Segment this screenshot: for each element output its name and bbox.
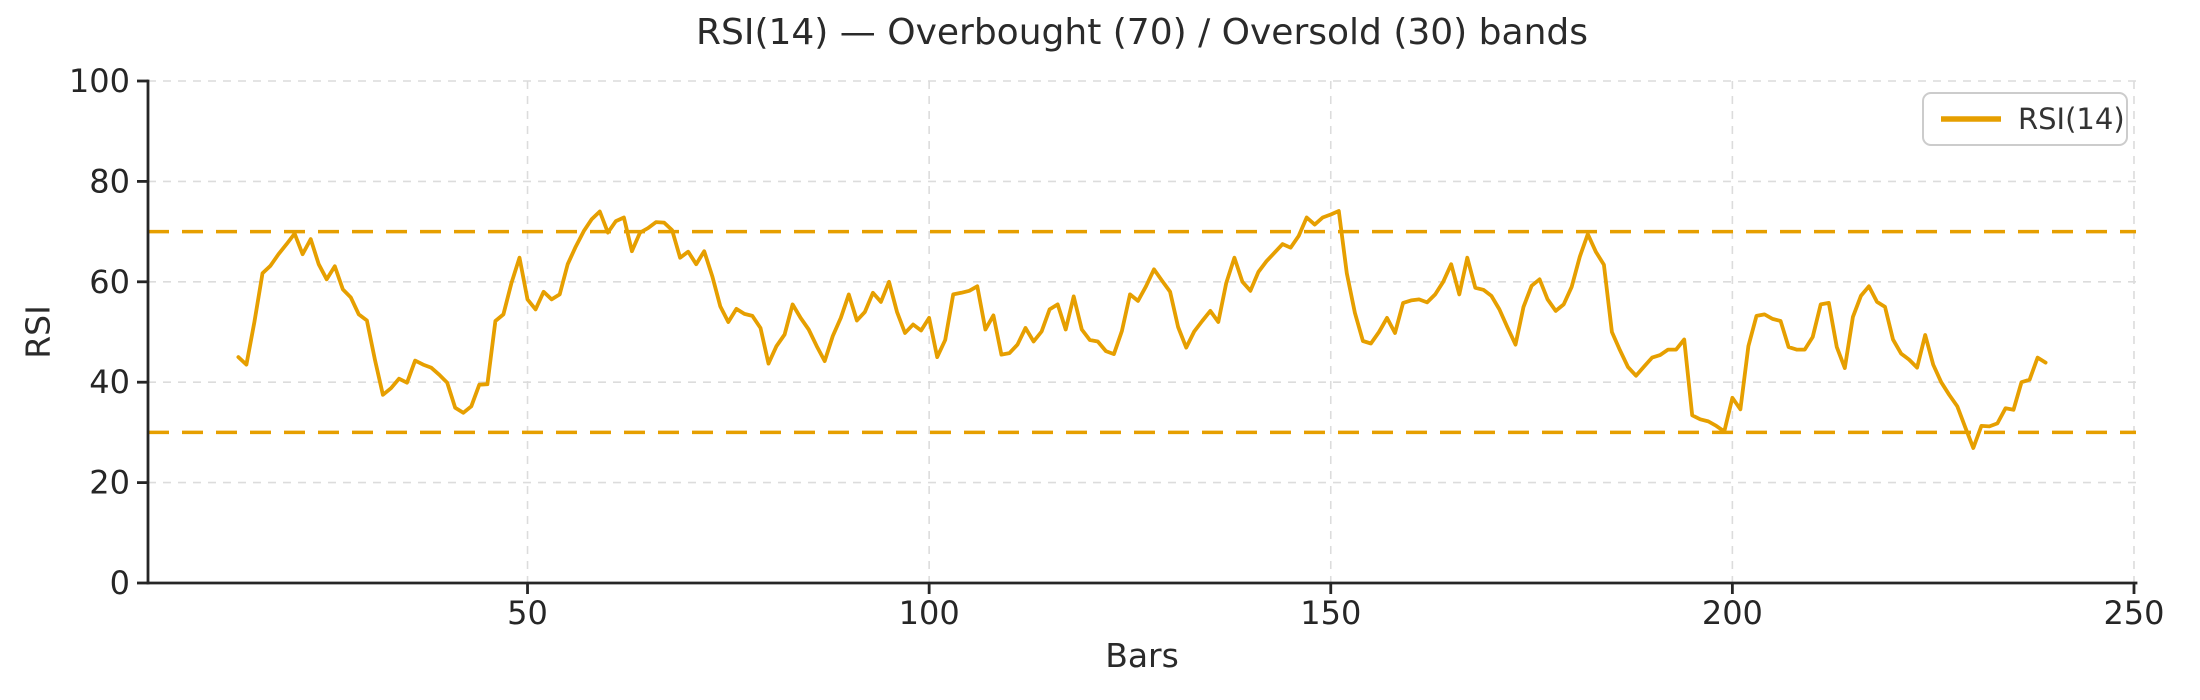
x-tick-label: 50 bbox=[507, 594, 548, 632]
y-axis-label: RSI bbox=[18, 305, 58, 359]
legend-box bbox=[1922, 92, 2128, 146]
rsi-series bbox=[236, 209, 2048, 450]
band-lines bbox=[148, 229, 2136, 435]
gridlines bbox=[148, 80, 2136, 583]
rsi-line bbox=[236, 209, 2048, 450]
x-tick-label: 200 bbox=[1702, 594, 1763, 632]
x-axis-label: Bars bbox=[1105, 636, 1179, 675]
tick-labels: 0 20 40 60 80 100 50 100 150 200 250 bbox=[69, 62, 2165, 632]
legend-label: RSI(14) bbox=[2018, 102, 2125, 136]
y-tick-label: 60 bbox=[89, 263, 130, 301]
y-tick-label: 20 bbox=[89, 464, 130, 502]
legend: RSI(14) bbox=[1922, 92, 2128, 146]
x-tick-label: 100 bbox=[899, 594, 960, 632]
y-tick-label: 80 bbox=[89, 162, 130, 200]
axes-spines bbox=[146, 79, 2138, 585]
y-tick-label: 0 bbox=[110, 564, 130, 602]
x-tick-label: 150 bbox=[1300, 594, 1361, 632]
x-tick-label: 250 bbox=[2103, 594, 2164, 632]
chart-title: RSI(14) — Overbought (70) / Oversold (30… bbox=[695, 12, 1589, 53]
y-tick-label: 40 bbox=[89, 363, 130, 401]
axis-ticks bbox=[137, 79, 2136, 594]
y-tick-label: 100 bbox=[69, 62, 130, 100]
